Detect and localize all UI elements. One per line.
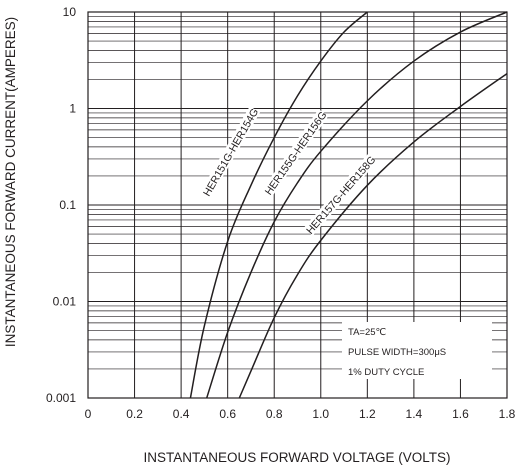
x-tick-label: 1.8	[499, 407, 515, 421]
curve-labels: HER151G-HER154G HER155G-HER156GHER157G-HE…	[200, 106, 378, 237]
y-tick-labels: 0.001 0.01 0.1 1 10	[46, 5, 76, 405]
y-tick-label: 0.01	[53, 295, 77, 309]
y-tick-label: 0.001	[46, 391, 76, 405]
curve-label-bg	[200, 106, 261, 198]
series-line-1	[189, 11, 368, 399]
x-tick-label: 0.4	[173, 407, 190, 421]
x-tick-label: 1.6	[452, 407, 469, 421]
curve-label-bg	[303, 153, 378, 236]
y-tick-label: 10	[63, 5, 77, 19]
curve-label-bg	[262, 109, 329, 197]
x-axis-label: INSTANTANEOUS FORWARD VOLTAGE (VOLTS)	[143, 450, 450, 465]
y-axis-label: INSTANTANEOUS FORWARD CURRENT(AMPERES)	[3, 17, 18, 347]
x-tick-label: 1.0	[312, 407, 329, 421]
x-tick-label: 0.6	[219, 407, 236, 421]
series-line-2	[206, 11, 508, 399]
condition-notes: TA=25℃ PULSE WIDTH=300μS 1% DUTY CYCLE	[342, 322, 492, 379]
curves	[189, 11, 508, 399]
conditions-box	[342, 322, 492, 379]
condition-note: 1% DUTY CYCLE	[348, 367, 424, 378]
y-tick-label: 0.1	[59, 198, 76, 212]
x-tick-label: 0.2	[126, 407, 143, 421]
condition-note: PULSE WIDTH=300μS	[348, 347, 446, 358]
x-tick-label: 0	[85, 407, 92, 421]
x-tick-labels: 0 0.2 0.4 0.6 0.8 1.0 1.2 1.4 1.6 1.8	[85, 407, 515, 421]
series-line-3	[238, 72, 508, 399]
x-tick-label: 1.2	[359, 407, 376, 421]
x-tick-label: 0.8	[266, 407, 283, 421]
condition-note: TA=25℃	[348, 327, 387, 338]
x-tick-label: 1.4	[406, 407, 423, 421]
y-tick-label: 1	[69, 102, 76, 116]
curve-label: HER151G-HER154G	[201, 107, 261, 199]
